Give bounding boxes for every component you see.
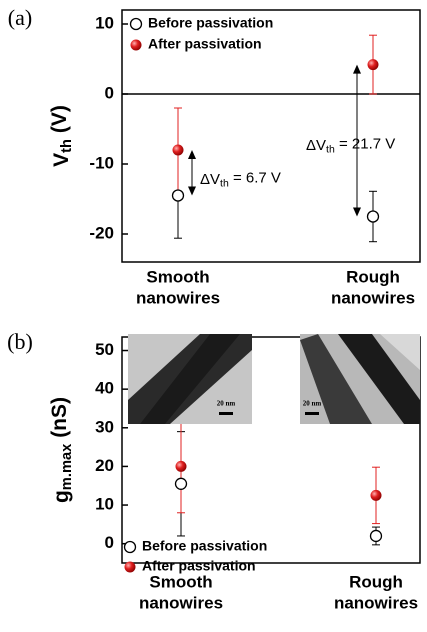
arrow-head [188, 187, 196, 196]
scale-bar [219, 412, 233, 415]
y-axis-label-rest: (nS) [47, 397, 70, 444]
figure: (a) -20 -10 0 10 Vth (V) Smooth nanowires Rough n… [0, 0, 427, 632]
legend-label: After passivation [148, 36, 262, 52]
panel-label: (b) [7, 329, 33, 354]
y-tick-label: 0 [105, 533, 114, 552]
x-tick-label: Smooth [146, 267, 209, 286]
marker [371, 490, 382, 501]
scale-bar [305, 412, 319, 415]
y-tick-label: 0 [105, 83, 114, 102]
y-tick-label: 50 [95, 340, 114, 359]
annotation-base: ΔV [306, 137, 326, 154]
y-axis-label-base: V [50, 153, 73, 167]
legend-label: Before passivation [148, 15, 273, 31]
annotation: ΔVth = 6.7 V [200, 169, 281, 189]
x-tick-label: nanowires [331, 288, 415, 307]
panel-label: (a) [8, 5, 32, 30]
x-tick-label: Rough [346, 267, 400, 286]
legend-label: After passivation [142, 558, 256, 574]
x-tick-label: nanowires [136, 288, 220, 307]
arrow-head [353, 208, 361, 217]
x-tick-label: nanowires [139, 593, 223, 612]
annotation-rest: = 6.7 V [229, 169, 281, 186]
arrow-head [188, 150, 196, 159]
annotation-base: ΔV [200, 171, 220, 188]
legend-marker [131, 19, 142, 30]
annotation: ΔVth = 21.7 V [306, 135, 395, 155]
marker [371, 530, 382, 541]
insets: 20 nm 20 nm [128, 334, 420, 424]
annotation-rest: = 21.7 V [335, 135, 395, 152]
y-axis-label-base: g [50, 490, 73, 503]
marker [176, 461, 187, 472]
scale-label: 20 nm [217, 400, 236, 408]
y-axis-label: Vth (V) [47, 105, 75, 167]
x-tick-label: nanowires [334, 593, 418, 612]
marker [173, 190, 184, 201]
x-tick-label: Rough [349, 572, 403, 591]
annotation-sub: th [220, 177, 229, 189]
x-tick-label: Smooth [149, 572, 212, 591]
marker [173, 145, 184, 156]
y-tick-label: 20 [95, 456, 114, 475]
y-axis-label-rest: (V) [47, 105, 70, 139]
legend-marker [125, 562, 136, 573]
legend-marker [131, 40, 142, 51]
marker [368, 211, 379, 222]
y-tick-label: 10 [95, 495, 114, 514]
y-tick-label: -20 [89, 223, 114, 242]
marker [368, 59, 379, 70]
scale-label: 20 nm [303, 400, 322, 408]
annotation-sub: th [326, 143, 335, 155]
y-tick-label: -10 [89, 153, 114, 172]
panel: (a) -20 -10 0 10 Vth (V) Smooth nanowires Rough n… [8, 5, 420, 307]
legend-marker [125, 542, 136, 553]
legend-label: Before passivation [142, 538, 267, 554]
y-axis-label-sub: th [59, 139, 75, 153]
y-tick-label: 40 [95, 379, 114, 398]
y-tick-label: 30 [95, 417, 114, 436]
marker [176, 478, 187, 489]
arrow-head [353, 65, 361, 74]
y-tick-label: 10 [95, 13, 114, 32]
y-axis-label: gm.max (nS) [47, 397, 75, 503]
y-axis-label-sub: m.max [59, 443, 75, 490]
